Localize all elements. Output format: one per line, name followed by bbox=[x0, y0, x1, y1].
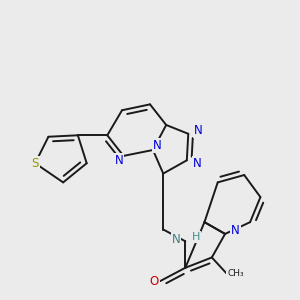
Text: H: H bbox=[191, 232, 200, 242]
Text: S: S bbox=[32, 157, 39, 170]
Text: N: N bbox=[193, 157, 202, 170]
Text: CH₃: CH₃ bbox=[227, 269, 244, 278]
Text: N: N bbox=[231, 224, 240, 238]
Text: N: N bbox=[153, 139, 162, 152]
Text: N: N bbox=[115, 154, 124, 167]
Text: N: N bbox=[172, 233, 180, 246]
Text: N: N bbox=[194, 124, 203, 137]
Text: O: O bbox=[150, 274, 159, 287]
